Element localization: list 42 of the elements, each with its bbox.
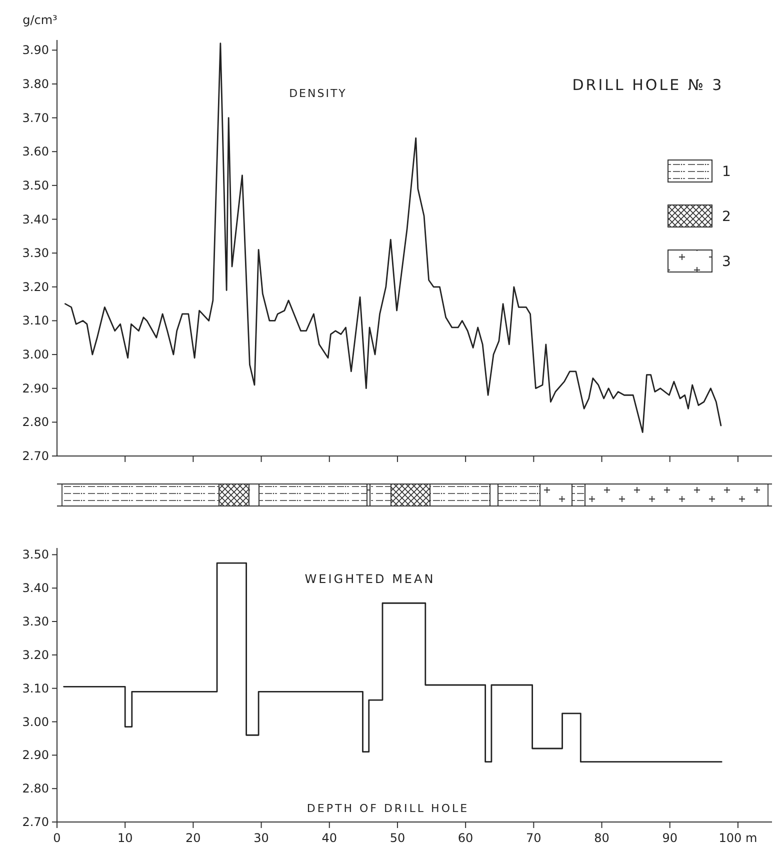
y-tick-label: 3.10 [22,314,49,328]
annotation: 2 [722,209,731,225]
y-tick-label: 2.90 [22,748,49,762]
annotation: 1 [722,164,731,180]
y-tick-label: 3.80 [22,76,49,91]
x-axis-title: DEPTH OF DRILL HOLE [306,802,470,815]
y-tick-label: 2.80 [22,782,49,796]
y-tick-label: 3.50 [22,548,49,562]
y-tick-label: 3.40 [22,212,49,226]
y-axis-title: g/cm³ [22,13,58,27]
x-tick-label: 50 [390,831,406,845]
y-tick-label: 3.70 [22,110,49,125]
y-tick-label: 3.90 [22,43,49,58]
y-tick-label: 2.80 [22,415,49,430]
x-tick-label: 80 [594,831,610,845]
y-tick-label: 3.20 [22,648,49,662]
y-tick-label: 2.70 [22,815,49,829]
y-tick-label: 3.10 [22,681,49,696]
x-tick-label: 70 [526,831,542,845]
y-tick-label: 3.00 [22,714,49,729]
x-tick-label: 10 [117,831,133,845]
y-tick-label: 3.20 [22,280,49,294]
text: DRILL HOLE № 3 [572,76,724,94]
y-tick-label: 3.30 [22,246,49,260]
text: WEIGHTED MEAN [304,572,436,586]
y-tick-label: 3.00 [22,348,49,362]
y-tick-label: 2.90 [22,381,49,396]
x-tick-label: 90 [662,831,678,845]
x-tick-label: 0 [53,831,61,845]
annotation: 3 [722,254,731,270]
x-tick-label: 40 [322,831,338,845]
x-tick-label: 30 [254,831,269,845]
text: DENSITY [289,87,347,100]
y-tick-label: 2.70 [22,449,49,463]
line-series [64,42,722,434]
x-tick-label: 100 m [718,831,758,845]
y-tick-label: 3.60 [22,144,49,159]
x-tick-label: 20 [186,831,201,845]
y-tick-label: 3.40 [22,581,49,596]
y-tick-label: 3.50 [22,178,49,192]
y-tick-label: 3.30 [22,614,49,629]
x-tick-label: 60 [458,831,474,845]
